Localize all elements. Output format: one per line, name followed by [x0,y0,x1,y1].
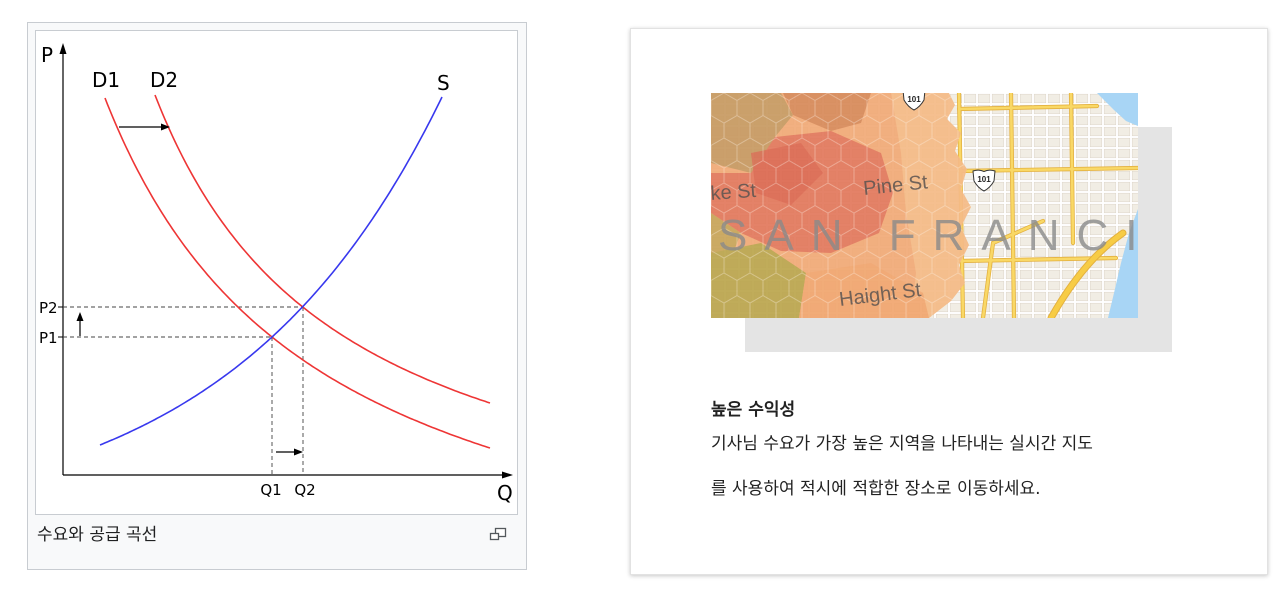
demand-heat-overlay [711,93,971,318]
quantity-axis-label: Q [497,481,513,505]
price-rise-arrowhead [76,312,84,321]
quantity-rise-arrowhead [294,448,303,456]
quantity-axis-arrowhead [502,471,513,479]
magnify-clip-icon[interactable] [488,526,508,541]
price-axis-label: P [41,43,53,67]
highway-101-shield-top: 101 [902,93,926,111]
demand-curve-d1 [104,97,491,449]
highway-101-label-top: 101 [907,95,921,104]
q1-label: Q1 [260,481,281,499]
figure-thumbnail: P Q D1 D2 S P2 P1 Q1 Q2 수요와 공급 곡선 [27,22,527,570]
highway-101-shield-right: 101 [972,169,996,192]
feature-card: 101 101 SAN FRANCI ke St Pine St Haight … [630,28,1268,575]
map-city-label: SAN FRANCI [718,211,1138,260]
q2-label: Q2 [294,481,315,499]
card-description-line: 기사님 수요가 가장 높은 지역을 나타내는 실시간 지도 [711,434,1093,454]
figure-caption: 수요와 공급 곡선 [37,525,158,545]
map-street-label-left: ke St [711,180,757,205]
map-water [1097,93,1138,318]
demand-shift-arrowhead [161,123,170,131]
d2-label: D2 [150,68,178,92]
supply-curve-s [99,96,443,446]
figure-image-link[interactable]: P Q D1 D2 S P2 P1 Q1 Q2 [35,30,518,515]
demand-curve-d2 [154,94,491,404]
p2-label: P2 [39,299,58,317]
price-axis-arrowhead [59,43,67,54]
demand-heat-map: 101 101 SAN FRANCI ke St Pine St Haight … [711,93,1138,318]
p1-label: P1 [39,329,58,347]
card-title: 높은 수익성 [711,400,796,420]
highway-101-label-right: 101 [977,175,991,184]
s-label: S [437,71,450,95]
d1-label: D1 [92,68,120,92]
water-top-right [1097,93,1138,126]
water-right [1108,209,1138,318]
card-description-line: 를 사용하여 적시에 적합한 장소로 이동하세요. [711,479,1041,499]
supply-demand-diagram: P Q D1 D2 S P2 P1 Q1 Q2 [39,43,513,505]
card-description: 기사님 수요가 가장 높은 지역을 나타내는 실시간 지도 를 사용하여 적시에… [711,422,1251,512]
